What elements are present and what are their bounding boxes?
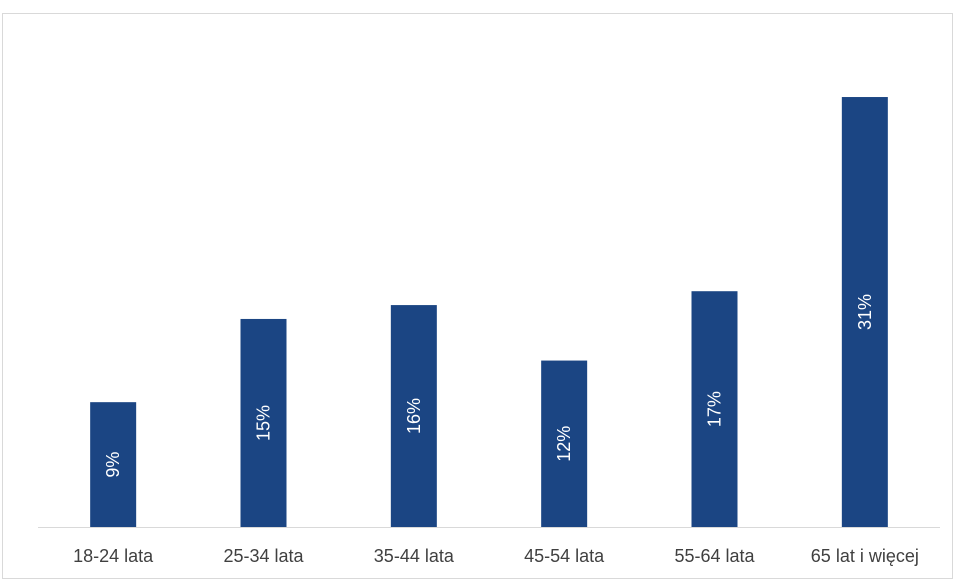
bar-5 xyxy=(691,291,738,527)
value-label-3: 16% xyxy=(404,398,424,434)
category-label-1: 18-24 lata xyxy=(73,546,154,566)
category-labels: 18-24 lata 25-34 lata 35-44 lata 45-54 lata… xyxy=(73,546,919,566)
category-label-6: 65 lat i więcej xyxy=(811,546,919,566)
value-label-2: 15% xyxy=(254,405,274,441)
category-label-5: 55-64 lata xyxy=(674,546,755,566)
bar-4 xyxy=(541,360,588,527)
category-label-3: 35-44 lata xyxy=(374,546,455,566)
value-label-6: 31% xyxy=(855,294,875,330)
bar-2 xyxy=(240,318,287,527)
value-label-5: 17% xyxy=(705,391,725,427)
category-label-4: 45-54 lata xyxy=(524,546,605,566)
bar-1 xyxy=(90,402,137,527)
value-labels: 9% 15% 16% 12% 17% 31% xyxy=(103,294,875,478)
value-label-4: 12% xyxy=(554,426,574,462)
bars-layer xyxy=(90,97,888,527)
bar-6 xyxy=(841,97,888,527)
bar-3 xyxy=(390,305,437,527)
chart-frame xyxy=(2,13,953,579)
value-label-1: 9% xyxy=(103,452,123,478)
category-label-2: 25-34 lata xyxy=(223,546,304,566)
